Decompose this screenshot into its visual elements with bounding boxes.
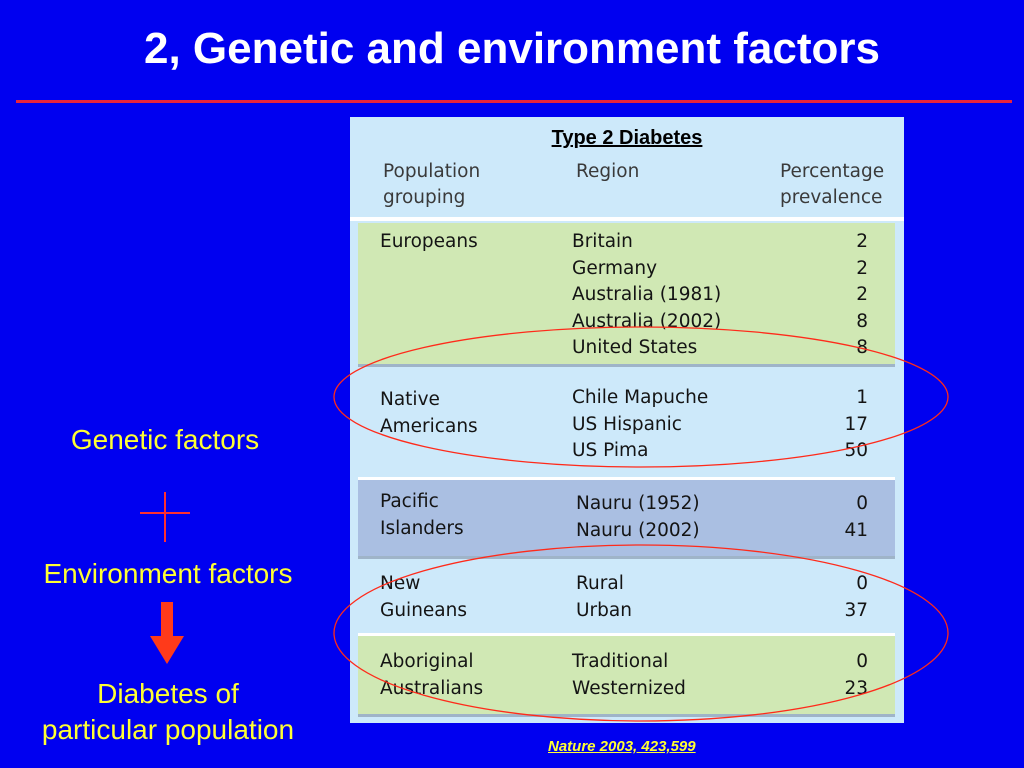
diabetes-label-line-2: particular population [41,714,295,745]
value-cell: 1 17 50 [808,385,868,465]
header-percentage-line-2: prevalence [780,187,883,208]
value-text: 2 [856,284,868,305]
header-percentage-line-1: Percentage [780,161,885,182]
value-text: 0 [856,493,868,514]
group-pacific-islanders: Pacific Islanders Nauru (1952) Nauru (20… [358,477,895,559]
population-cell: Aboriginal Australians [380,649,560,702]
region-text: US Pima [572,440,649,461]
row-border [358,556,895,559]
population-text: New [380,573,421,594]
group-new-guineans: New Guineans Rural Urban 0 37 [358,563,895,631]
value-text: 8 [856,310,868,332]
slide-title: 2, Genetic and environment factors [144,24,880,73]
group-aboriginal-australians: Aboriginal Australians Traditional Weste… [358,633,895,717]
value-text: 2 [856,231,868,252]
region-text: Urban [576,599,632,621]
value-text: 8 [856,337,868,358]
region-text: Australia (2002) [572,310,722,332]
population-text: Aboriginal [380,651,474,672]
value-cell: 0 41 [808,491,868,544]
population-cell: Europeans [380,229,560,256]
region-cell: Nauru (1952) Nauru (2002) [576,491,776,544]
population-text: Guineans [380,599,468,621]
population-text: Native [380,389,440,410]
value-text: 17 [844,413,868,435]
diabetes-label-line-1: Diabetes of [97,678,239,709]
header-region: Region [576,161,640,182]
value-text: 23 [844,677,868,699]
region-cell: Rural Urban [576,571,776,624]
region-text: Australia (1981) [572,284,722,305]
environment-factors-label: Environment factors [43,558,293,589]
region-cell: Traditional Westernized [572,649,772,702]
value-text: 0 [856,651,868,672]
value-text: 50 [844,440,868,461]
prevalence-table: Type 2 Diabetes Population grouping Regi… [350,117,904,723]
region-text: Chile Mapuche [572,387,709,408]
header-population-grouping: Population grouping [383,159,543,211]
value-text: 0 [856,573,868,594]
value-text: 41 [844,519,868,541]
region-text: Nauru (2002) [576,519,700,541]
header-separator [350,217,904,221]
population-text: Europeans [380,231,478,252]
value-text: 1 [856,387,868,408]
region-text: United States [572,337,698,358]
region-cell: Britain Germany Australia (1981) Austral… [572,229,772,362]
region-text: Germany [572,257,658,279]
population-cell: Pacific Islanders [380,489,560,542]
region-text: US Hispanic [572,413,682,435]
header-percentage-prevalence: Percentage prevalence [780,159,906,211]
population-cell: Native Americans [380,387,560,440]
region-text: Rural [576,573,624,594]
population-text: Islanders [380,517,464,539]
population-cell: New Guineans [380,571,560,624]
population-text: Americans [380,415,478,437]
region-text: Britain [572,231,633,252]
value-text: 2 [856,257,868,279]
row-border [358,714,895,717]
region-text: Nauru (1952) [576,493,700,514]
population-text: Pacific [380,491,439,512]
row-border [358,364,895,367]
region-text: Westernized [572,677,686,699]
row-border [358,477,895,480]
population-text: Australians [380,677,484,699]
row-border [358,633,895,636]
citation-link[interactable]: Nature 2003, 423,599 [548,738,696,755]
group-europeans: Europeans Britain Germany Australia (198… [358,223,895,367]
arrow-down-icon [150,602,184,666]
table-title: Type 2 Diabetes [551,127,703,149]
title-divider [16,100,1012,103]
group-native-americans: Native Americans Chile Mapuche US Hispan… [358,373,895,471]
header-population-line-2: grouping [383,187,466,208]
region-text: Traditional [572,651,669,672]
value-cell: 0 37 [808,571,868,624]
diabetes-population-label: Diabetes of particular population [0,676,336,748]
value-cell: 0 23 [808,649,868,702]
value-text: 37 [844,599,868,621]
plus-icon [140,492,190,542]
value-cell: 2 2 2 8 8 [808,229,868,362]
region-cell: Chile Mapuche US Hispanic US Pima [572,385,772,465]
header-population-line-1: Population [383,161,481,182]
genetic-factors-label: Genetic factors [70,424,260,455]
